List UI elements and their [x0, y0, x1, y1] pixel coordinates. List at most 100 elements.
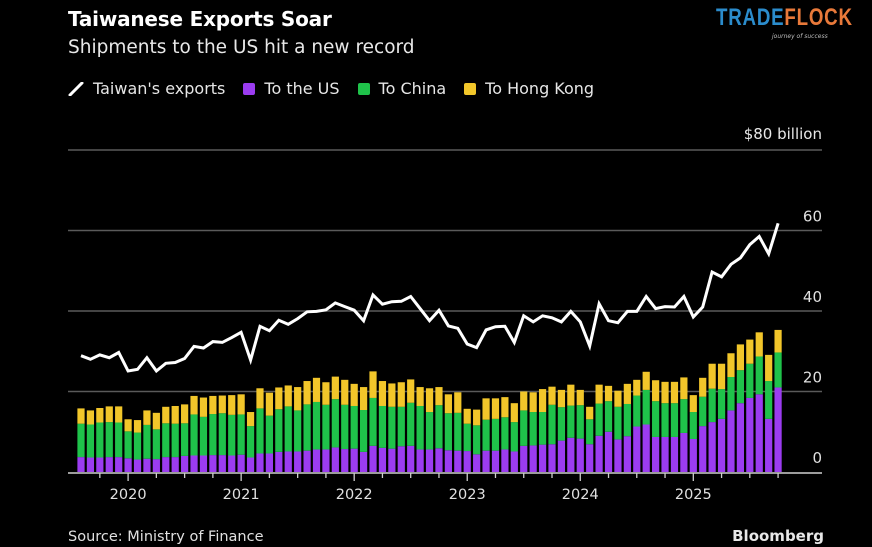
- bar-to-hong-kong: [473, 409, 481, 426]
- bar-to-the-us: [397, 446, 405, 472]
- bar-to-china: [520, 410, 528, 446]
- y-tick-label: 20: [803, 369, 822, 387]
- bar-to-the-us: [331, 447, 339, 472]
- bar-to-china: [727, 377, 735, 411]
- bar-to-the-us: [567, 437, 575, 472]
- legend: Taiwan's exports To the US To China To H…: [68, 79, 612, 98]
- bar-to-china: [473, 425, 481, 455]
- bar-to-china: [388, 406, 396, 449]
- bar-to-hong-kong: [115, 406, 123, 423]
- bar-to-hong-kong: [369, 371, 377, 398]
- bar-to-hong-kong: [661, 381, 669, 404]
- bar-to-hong-kong: [294, 387, 302, 411]
- bar-to-china: [265, 415, 273, 454]
- bar-to-china: [181, 423, 189, 456]
- bar-to-hong-kong: [341, 379, 349, 405]
- bar-to-hong-kong: [755, 332, 763, 357]
- bar-to-hong-kong: [510, 403, 518, 423]
- bar-to-the-us: [633, 426, 641, 472]
- x-tick-label: 2024: [562, 487, 599, 503]
- bar-to-hong-kong: [454, 392, 462, 413]
- bar-to-hong-kong: [699, 377, 707, 397]
- bar-to-china: [199, 416, 208, 456]
- bar-to-hong-kong: [670, 381, 679, 404]
- bar-to-hong-kong: [275, 387, 283, 410]
- bar-to-china: [482, 419, 490, 451]
- bar-to-the-us: [341, 449, 349, 472]
- bar-to-hong-kong: [209, 395, 217, 415]
- bar-to-the-us: [717, 418, 726, 472]
- bar-to-the-us: [209, 455, 217, 472]
- bar-to-the-us: [454, 450, 462, 472]
- bar-to-the-us: [322, 449, 330, 472]
- bloomberg-brand: Bloomberg: [732, 527, 824, 545]
- bar-to-the-us: [510, 451, 518, 472]
- bar-to-china: [736, 370, 744, 404]
- bar-to-the-us: [190, 455, 198, 472]
- bar-to-china: [614, 406, 622, 440]
- bar-to-the-us: [614, 439, 622, 472]
- bar-to-china: [190, 414, 198, 456]
- bar-to-the-us: [162, 457, 170, 472]
- bar-to-the-us: [265, 453, 273, 472]
- bar-to-china: [491, 418, 500, 451]
- bar-to-the-us: [557, 440, 566, 472]
- bar-to-china: [652, 401, 660, 437]
- bar-to-china: [171, 423, 179, 458]
- bar-to-hong-kong: [133, 420, 142, 433]
- bar-to-hong-kong: [378, 381, 387, 406]
- bar-to-the-us: [538, 444, 547, 472]
- bar-to-china: [435, 405, 443, 449]
- x-tick-label: 2025: [675, 487, 712, 503]
- bar-to-hong-kong: [652, 380, 660, 402]
- bar-to-the-us: [360, 451, 368, 472]
- legend-item-taiwan-exports: Taiwan's exports: [68, 79, 225, 98]
- bar-to-hong-kong: [746, 339, 754, 364]
- bar-to-china: [576, 405, 584, 439]
- bar-to-the-us: [642, 424, 650, 472]
- bar-to-china: [237, 414, 245, 455]
- bar-to-hong-kong: [218, 395, 226, 414]
- bar-to-the-us: [604, 431, 613, 472]
- bar-to-the-us: [369, 445, 377, 472]
- bar-to-hong-kong: [435, 387, 443, 406]
- bar-to-china: [642, 389, 650, 425]
- bar-to-hong-kong: [256, 388, 264, 409]
- legend-label: To the US: [264, 79, 340, 98]
- bar-to-hong-kong: [548, 386, 556, 405]
- bar-to-china: [774, 352, 782, 388]
- bar-to-the-us: [143, 458, 151, 472]
- bar-to-the-us: [755, 394, 763, 472]
- bar-to-hong-kong: [190, 395, 198, 415]
- bar-to-hong-kong: [407, 379, 415, 403]
- yellow-swatch-icon: [464, 82, 477, 95]
- bar-to-the-us: [171, 457, 179, 472]
- bar-to-the-us: [482, 450, 490, 472]
- bar-to-the-us: [350, 448, 358, 472]
- bar-to-china: [595, 403, 603, 436]
- bar-to-china: [143, 424, 151, 459]
- bar-to-china: [765, 381, 773, 419]
- bar-to-hong-kong: [237, 394, 245, 415]
- bar-to-hong-kong: [491, 398, 500, 419]
- bar-to-hong-kong: [416, 387, 424, 406]
- bar-to-the-us: [520, 445, 528, 472]
- bar-to-hong-kong: [397, 382, 405, 407]
- bar-to-hong-kong: [96, 408, 104, 423]
- bar-to-china: [746, 363, 754, 398]
- legend-label: To China: [378, 79, 447, 98]
- bar-to-the-us: [576, 438, 584, 472]
- bar-to-the-us: [218, 455, 226, 472]
- bar-to-the-us: [595, 435, 603, 472]
- bar-to-hong-kong: [717, 363, 726, 390]
- bar-to-china: [360, 410, 368, 452]
- bar-to-china: [322, 404, 330, 450]
- bar-to-china: [407, 402, 415, 446]
- bar-to-the-us: [246, 457, 255, 472]
- bar-to-the-us: [294, 451, 302, 472]
- bar-to-the-us: [736, 403, 744, 472]
- bar-to-china: [623, 403, 631, 437]
- chart-subtitle: Shipments to the US hit a new record: [68, 37, 415, 58]
- bar-to-the-us: [491, 450, 500, 472]
- x-tick-label: 2022: [336, 487, 373, 503]
